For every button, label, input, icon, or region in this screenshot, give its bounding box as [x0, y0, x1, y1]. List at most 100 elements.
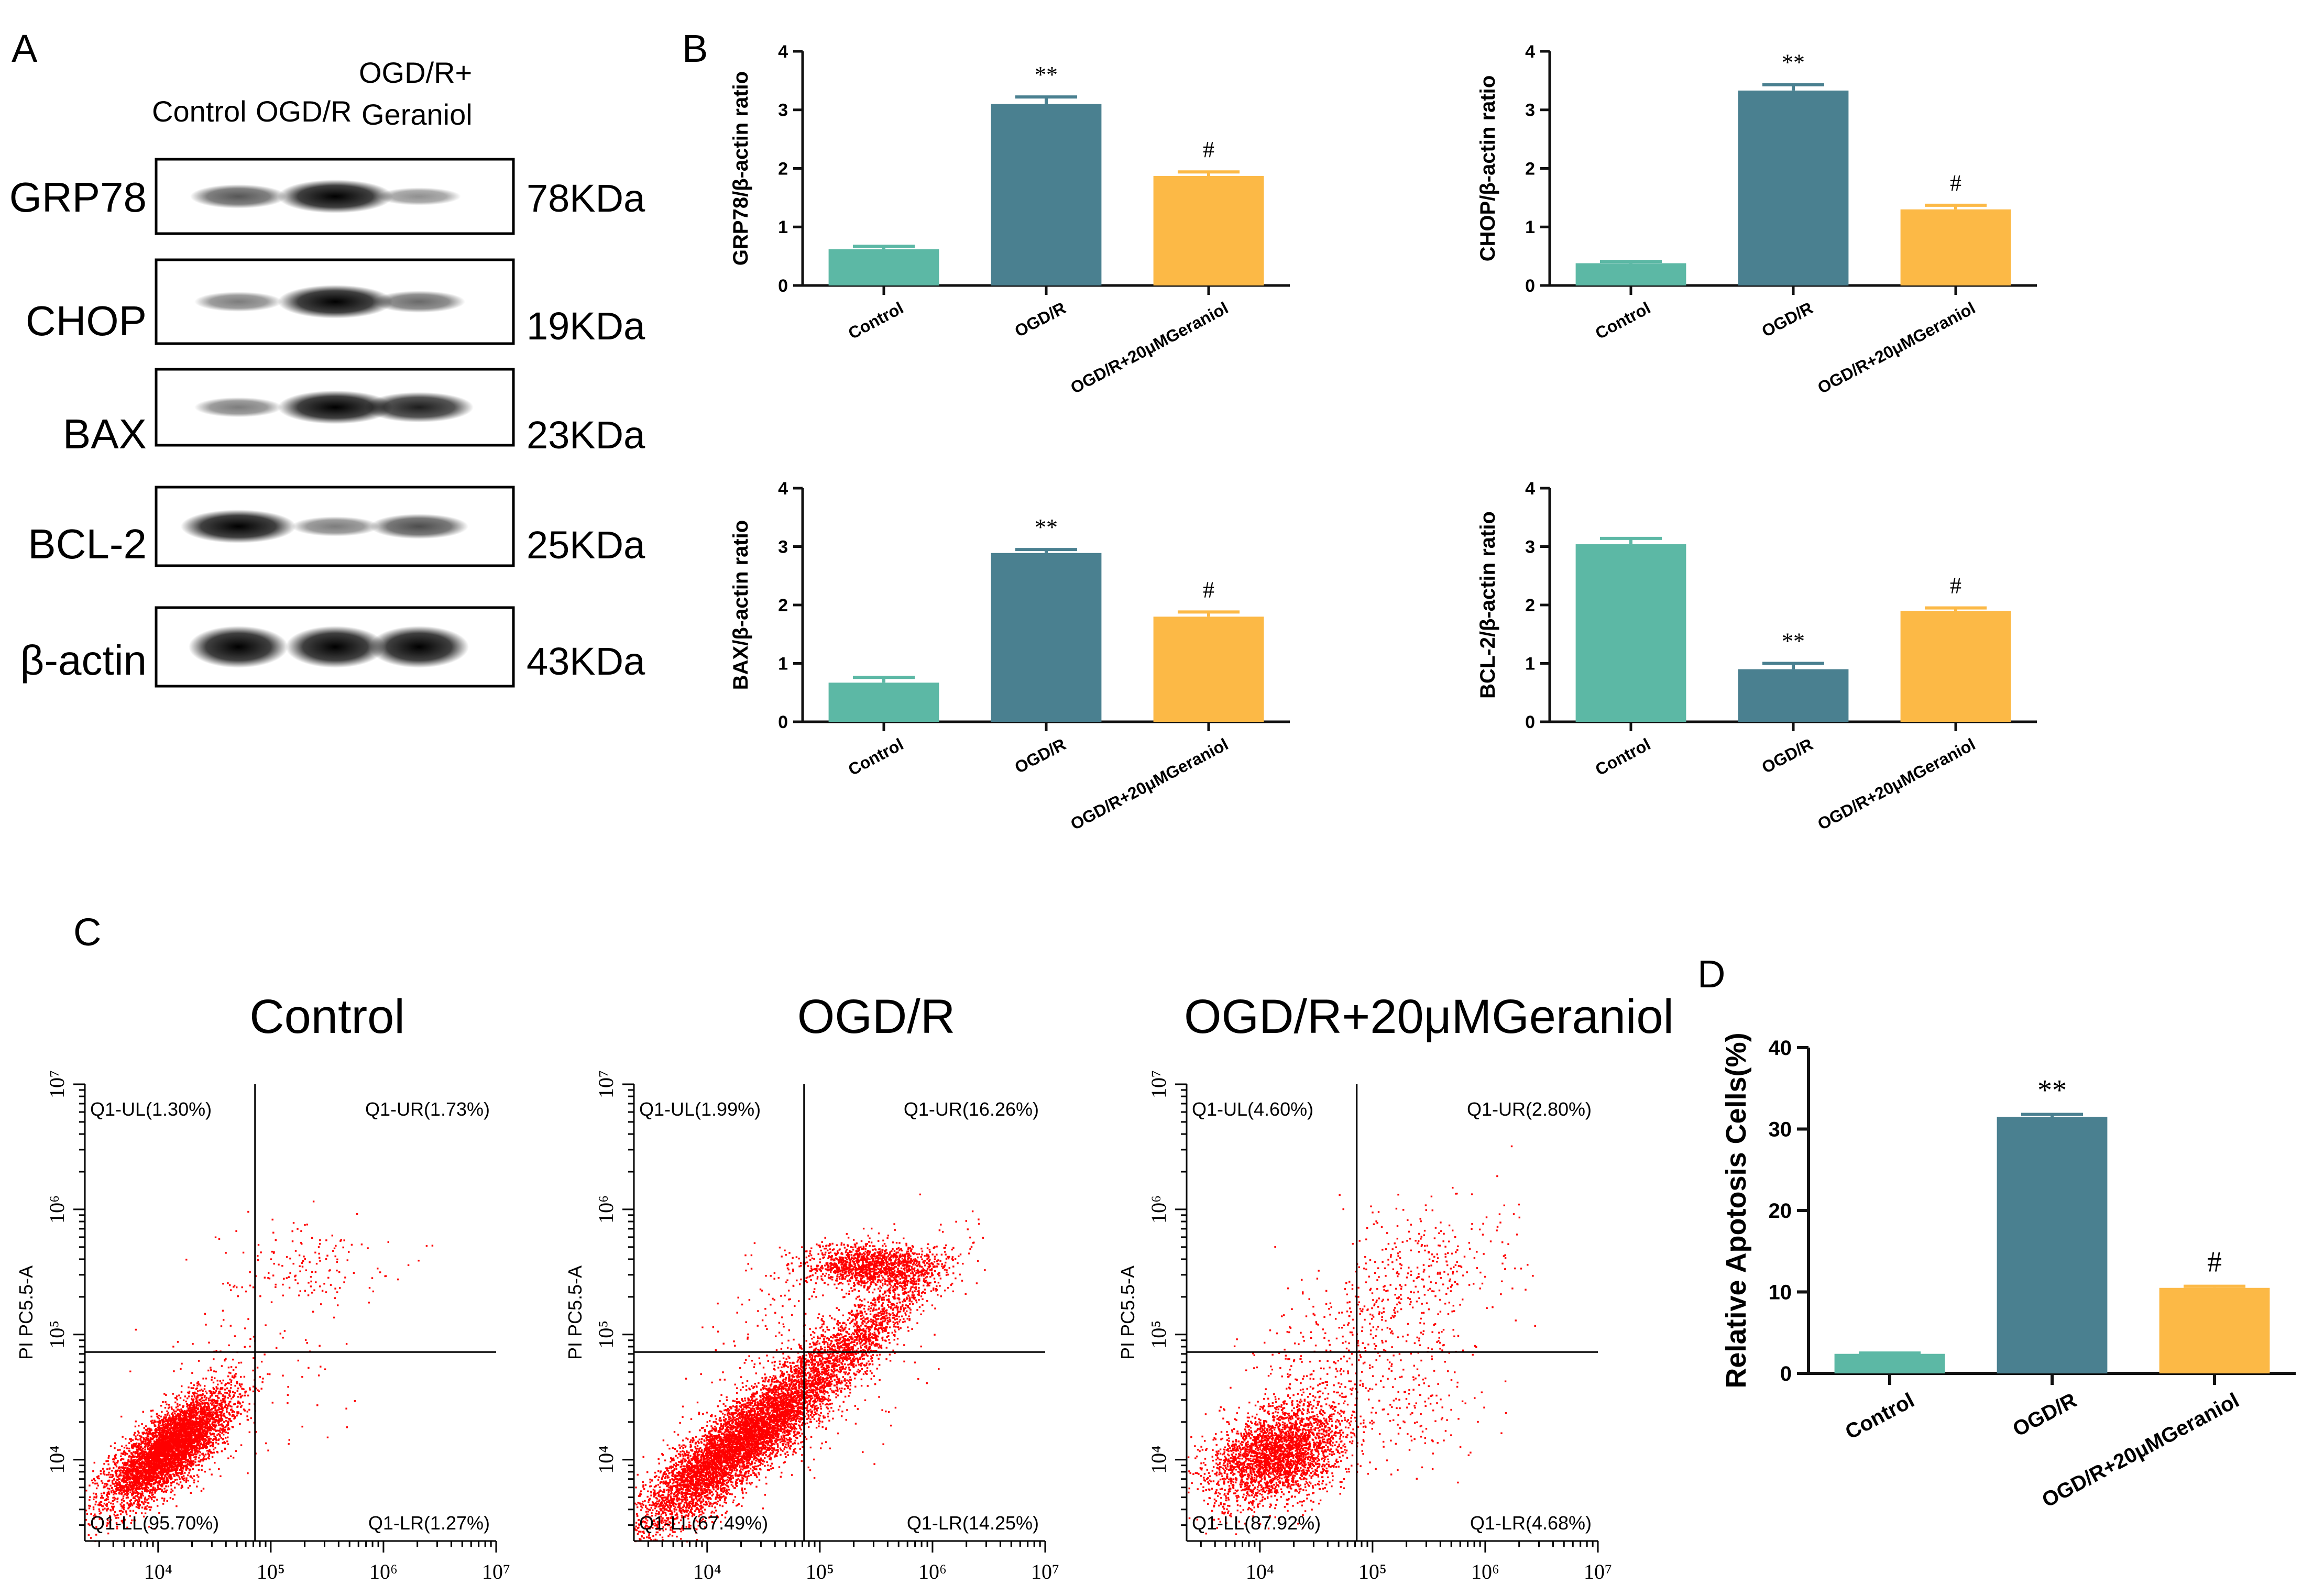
data-point	[179, 1410, 181, 1413]
significance-mark: #	[1203, 137, 1214, 162]
data-point	[228, 1382, 231, 1384]
data-point	[224, 1430, 226, 1433]
data-point	[152, 1422, 155, 1424]
data-point	[211, 1408, 213, 1410]
data-point	[157, 1426, 159, 1429]
data-point	[140, 1436, 142, 1438]
data-point	[87, 1534, 90, 1536]
data-point	[151, 1446, 153, 1448]
data-point	[215, 1438, 217, 1440]
data-point	[154, 1479, 156, 1481]
data-point	[156, 1413, 158, 1415]
data-point	[190, 1382, 192, 1384]
data-point	[191, 1372, 193, 1374]
data-point	[202, 1459, 204, 1462]
data-point	[177, 1413, 179, 1415]
data-point	[107, 1507, 109, 1510]
data-point	[203, 1457, 205, 1459]
data-point	[178, 1476, 181, 1478]
data-point	[95, 1501, 97, 1503]
data-point	[210, 1429, 212, 1432]
data-point	[199, 1416, 201, 1418]
data-point	[178, 1472, 180, 1474]
data-point	[163, 1477, 166, 1479]
data-point	[174, 1467, 177, 1470]
data-point	[209, 1449, 211, 1451]
data-point	[160, 1452, 162, 1454]
data-point	[242, 1401, 244, 1403]
data-point	[207, 1414, 210, 1416]
data-point	[174, 1417, 176, 1419]
data-point	[187, 1425, 190, 1427]
data-point	[189, 1441, 191, 1444]
data-point	[172, 1460, 174, 1462]
data-point	[158, 1432, 160, 1434]
protein-band	[181, 510, 296, 543]
data-point	[166, 1476, 168, 1478]
data-point	[120, 1484, 123, 1487]
data-point	[176, 1429, 178, 1432]
data-point	[238, 1393, 240, 1395]
data-point	[186, 1425, 189, 1428]
data-point	[144, 1450, 146, 1452]
data-point	[106, 1510, 108, 1512]
data-point	[145, 1501, 147, 1503]
data-point	[178, 1463, 180, 1466]
data-point	[133, 1459, 135, 1461]
data-point	[100, 1470, 102, 1472]
data-point	[128, 1475, 130, 1478]
data-point	[144, 1498, 146, 1500]
data-point	[172, 1416, 174, 1418]
data-point	[140, 1483, 142, 1485]
data-point	[194, 1461, 196, 1463]
data-point	[205, 1414, 207, 1417]
data-point	[166, 1403, 168, 1405]
data-point	[227, 1367, 230, 1369]
data-point	[215, 1395, 217, 1397]
data-point	[117, 1514, 119, 1516]
data-point	[214, 1447, 216, 1449]
data-point	[139, 1448, 141, 1450]
data-point	[202, 1436, 204, 1438]
data-point	[131, 1493, 133, 1495]
data-point	[162, 1447, 164, 1449]
data-point	[165, 1394, 167, 1396]
data-point	[128, 1465, 130, 1467]
data-point	[221, 1423, 223, 1425]
protein-label: BCL-2	[28, 521, 147, 567]
data-point	[207, 1409, 209, 1411]
data-point	[113, 1478, 115, 1480]
data-point	[115, 1522, 118, 1524]
data-point	[212, 1414, 214, 1416]
data-point	[187, 1474, 189, 1477]
data-point	[149, 1509, 151, 1511]
y-tick-label: 4	[1525, 42, 1535, 62]
data-point	[196, 1447, 198, 1449]
data-point	[203, 1426, 205, 1428]
data-point	[144, 1457, 146, 1459]
data-point	[107, 1463, 109, 1466]
data-point	[172, 1418, 174, 1420]
data-point	[214, 1461, 216, 1464]
data-point	[121, 1506, 124, 1509]
data-point	[202, 1399, 204, 1402]
data-point	[127, 1496, 129, 1499]
data-point	[130, 1459, 133, 1461]
data-point	[168, 1438, 171, 1440]
data-point	[155, 1455, 157, 1457]
data-point	[134, 1451, 137, 1453]
data-point	[179, 1481, 182, 1483]
data-point	[117, 1469, 119, 1471]
data-point	[106, 1505, 108, 1507]
data-point	[236, 1411, 238, 1413]
data-point	[111, 1487, 113, 1489]
data-point	[180, 1462, 182, 1464]
data-point	[180, 1435, 182, 1437]
data-point	[190, 1475, 192, 1477]
data-point	[120, 1499, 123, 1501]
data-point	[89, 1499, 91, 1501]
protein-label: BAX	[63, 411, 147, 457]
data-point	[181, 1425, 183, 1427]
data-point	[162, 1401, 164, 1403]
data-point	[217, 1408, 220, 1411]
